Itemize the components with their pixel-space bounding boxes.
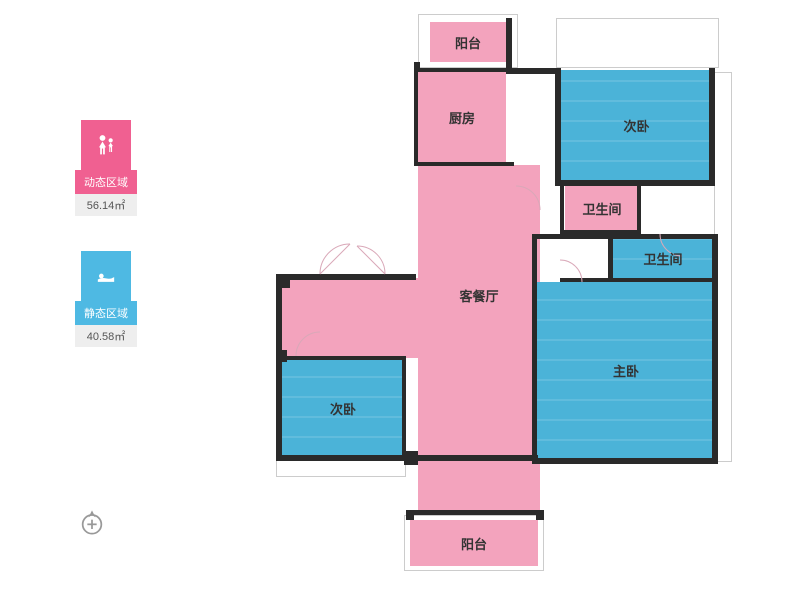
wall (506, 68, 560, 74)
room-bedroom2-bottom: 次卧 (282, 360, 404, 456)
wall (406, 510, 542, 515)
wall (608, 234, 613, 280)
room-label: 卫生间 (643, 249, 682, 268)
room-label: 主卧 (613, 361, 639, 380)
wall (414, 72, 418, 166)
room-bathroom1: 卫生间 (565, 186, 639, 230)
compass-icon (78, 508, 106, 541)
legend-panel: 动态区域 56.14㎡ 静态区域 40.58㎡ (75, 120, 137, 382)
people-icon (92, 131, 120, 159)
legend-dynamic-icon-box (81, 120, 131, 170)
wall (532, 234, 537, 462)
wall (402, 356, 406, 460)
room-label: 次卧 (330, 399, 356, 418)
room-label: 次卧 (623, 116, 649, 135)
wall (276, 274, 416, 280)
room-label: 厨房 (449, 108, 475, 127)
legend-static: 静态区域 40.58㎡ (75, 251, 137, 347)
room-label: 卫生间 (582, 199, 621, 218)
wall (712, 234, 718, 464)
room-kitchen: 厨房 (418, 72, 506, 162)
wall (532, 458, 717, 464)
room-label: 阳台 (461, 534, 487, 553)
legend-dynamic-label: 动态区域 (75, 170, 137, 194)
wall (414, 162, 514, 166)
legend-static-label: 静态区域 (75, 301, 137, 325)
room-balcony-top: 阳台 (430, 22, 506, 62)
wall (276, 274, 282, 459)
wall (560, 186, 564, 232)
legend-dynamic: 动态区域 56.14㎡ (75, 120, 137, 216)
legend-static-value: 40.58㎡ (75, 325, 137, 347)
room-label: 阳台 (455, 33, 481, 52)
outer-line-bottom-left (276, 459, 406, 477)
room-bedroom2-top: 次卧 (559, 70, 714, 180)
room-master: 主卧 (535, 282, 717, 459)
wall (506, 18, 512, 68)
room-label: 客餐厅 (459, 286, 498, 305)
wall (532, 234, 717, 239)
wall (276, 356, 406, 360)
wall (560, 278, 716, 282)
wall-corner (276, 274, 290, 288)
wall (276, 455, 406, 461)
room-bathroom2: 卫生间 (613, 238, 713, 278)
room-balcony-bottom: 阳台 (410, 520, 538, 566)
legend-dynamic-value: 56.14㎡ (75, 194, 137, 216)
wall (555, 68, 561, 184)
wall (709, 68, 715, 184)
wall (414, 68, 512, 72)
wall (637, 186, 641, 234)
wall-corner (404, 451, 418, 465)
outer-line-top-right (556, 18, 719, 68)
legend-static-icon-box (81, 251, 131, 301)
room-living-label-area: 客餐厅 (418, 280, 540, 310)
sleeping-icon (92, 262, 120, 290)
wall (536, 510, 544, 520)
floorplan: 阳台 厨房 次卧 卫生间 客餐厅 卫生间 主卧 次卧 阳台 (260, 10, 740, 590)
wall (414, 455, 538, 461)
wall (555, 180, 715, 186)
wall (560, 230, 640, 234)
wall-corner (277, 350, 287, 362)
